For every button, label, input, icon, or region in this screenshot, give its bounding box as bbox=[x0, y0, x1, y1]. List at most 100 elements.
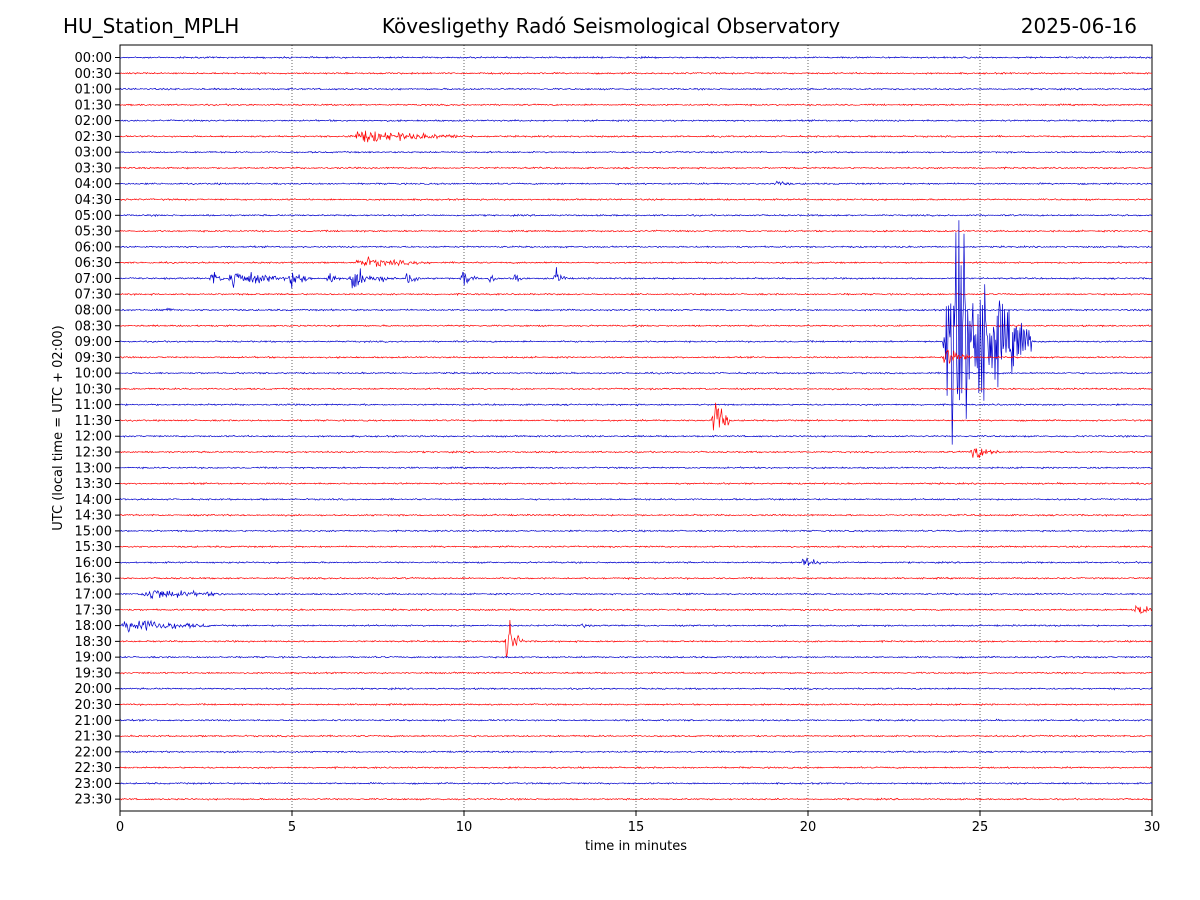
x-tick-label: 5 bbox=[288, 820, 296, 835]
trace-line bbox=[119, 513, 1153, 517]
x-axis-label: time in minutes bbox=[585, 839, 687, 854]
y-tick-label: 15:30 bbox=[75, 540, 112, 555]
y-tick-label: 12:00 bbox=[75, 430, 112, 445]
y-tick-label: 23:00 bbox=[75, 777, 112, 792]
y-tick-label: 12:30 bbox=[75, 446, 112, 461]
trace-line bbox=[120, 619, 1153, 658]
trace-line bbox=[119, 71, 1153, 75]
date-label: 2025-06-16 bbox=[1020, 14, 1137, 38]
x-tick-label: 10 bbox=[456, 820, 473, 835]
trace-line bbox=[119, 245, 1153, 249]
y-tick-label: 21:30 bbox=[75, 730, 112, 745]
trace-line bbox=[119, 481, 1153, 486]
y-tick-label: 09:30 bbox=[75, 351, 112, 366]
trace-line bbox=[119, 545, 1153, 549]
y-tick-label: 21:00 bbox=[75, 714, 112, 729]
y-tick-label: 22:00 bbox=[75, 745, 112, 760]
trace-line bbox=[119, 466, 1153, 470]
x-tick-label: 20 bbox=[800, 820, 817, 835]
y-axis-label: UTC (local time = UTC + 02:00) bbox=[51, 325, 66, 530]
trace-line bbox=[119, 150, 1153, 154]
y-tick-label: 15:00 bbox=[75, 524, 112, 539]
y-tick-label: 19:00 bbox=[75, 651, 112, 666]
y-tick-label: 14:30 bbox=[75, 509, 112, 524]
y-tick-label: 05:30 bbox=[75, 225, 112, 240]
y-tick-label: 01:00 bbox=[75, 83, 112, 98]
y-tick-label: 14:00 bbox=[75, 493, 112, 508]
y-tick-label: 06:30 bbox=[75, 256, 112, 271]
y-tick-label: 10:00 bbox=[75, 367, 112, 382]
trace-line bbox=[119, 434, 1153, 438]
y-tick-label: 13:00 bbox=[75, 461, 112, 476]
trace-line bbox=[119, 130, 1153, 143]
y-tick-label: 04:30 bbox=[75, 193, 112, 208]
y-tick-label: 13:30 bbox=[75, 477, 112, 492]
trace-line bbox=[119, 671, 1153, 675]
y-tick-label: 20:00 bbox=[75, 682, 112, 697]
y-tick-label: 05:00 bbox=[75, 209, 112, 224]
y-tick-label: 18:30 bbox=[75, 635, 112, 650]
trace-line bbox=[119, 765, 1153, 770]
trace-line bbox=[119, 349, 1153, 364]
trace-line bbox=[119, 797, 1153, 801]
x-axis-ticks: 0 5 10 15 20 25 30 bbox=[116, 811, 1160, 835]
trace-line bbox=[119, 655, 1153, 659]
y-tick-label: 07:30 bbox=[75, 288, 112, 303]
x-tick-label: 30 bbox=[1144, 820, 1161, 835]
y-tick-label: 01:30 bbox=[75, 98, 112, 113]
y-tick-label: 04:00 bbox=[75, 177, 112, 192]
trace-line bbox=[119, 166, 1153, 170]
trace-line bbox=[119, 197, 1153, 202]
y-tick-label: 08:30 bbox=[75, 319, 112, 334]
trace-line bbox=[119, 750, 1153, 754]
trace-line bbox=[119, 497, 1153, 501]
trace-line bbox=[119, 220, 1153, 445]
trace-line bbox=[119, 213, 1153, 217]
trace-line bbox=[119, 119, 1153, 123]
trace-line bbox=[119, 87, 1152, 91]
station-name: HU_Station_MPLH bbox=[63, 14, 240, 38]
trace-line bbox=[119, 619, 1153, 633]
trace-line bbox=[119, 256, 1153, 268]
trace-line bbox=[119, 718, 1153, 722]
y-tick-label: 00:00 bbox=[75, 51, 112, 66]
y-tick-label: 11:30 bbox=[75, 414, 112, 429]
trace-line bbox=[119, 103, 1153, 107]
y-tick-label: 23:30 bbox=[75, 793, 112, 808]
y-tick-label: 10:30 bbox=[75, 382, 112, 397]
trace-line bbox=[119, 557, 1153, 566]
y-axis-ticks: 00:0000:3001:0001:3002:0002:3003:0003:30… bbox=[75, 51, 120, 808]
trace-line bbox=[119, 267, 1153, 289]
y-tick-label: 02:30 bbox=[75, 130, 112, 145]
y-tick-label: 07:00 bbox=[75, 272, 112, 287]
y-tick-label: 18:00 bbox=[75, 619, 112, 634]
y-tick-label: 11:00 bbox=[75, 398, 112, 413]
trace-line bbox=[119, 702, 1153, 707]
y-tick-label: 06:00 bbox=[75, 240, 112, 255]
trace-line bbox=[119, 307, 1152, 312]
y-tick-label: 19:30 bbox=[75, 666, 112, 681]
trace-line bbox=[119, 448, 1153, 458]
trace-line bbox=[119, 180, 1153, 186]
y-tick-label: 16:00 bbox=[75, 556, 112, 571]
trace-line bbox=[119, 371, 1153, 375]
y-tick-label: 03:00 bbox=[75, 146, 112, 161]
grid-lines bbox=[291, 45, 981, 811]
trace-line bbox=[119, 387, 1153, 391]
trace-line bbox=[119, 229, 1153, 233]
y-tick-label: 08:00 bbox=[75, 303, 112, 318]
x-tick-label: 25 bbox=[972, 820, 989, 835]
trace-line bbox=[119, 687, 1153, 691]
seismic-traces bbox=[119, 55, 1153, 801]
trace-line bbox=[119, 589, 1153, 600]
y-tick-label: 22:30 bbox=[75, 761, 112, 776]
y-tick-label: 03:30 bbox=[75, 161, 112, 176]
y-tick-label: 09:00 bbox=[75, 335, 112, 350]
y-tick-label: 17:30 bbox=[75, 603, 112, 618]
trace-line bbox=[119, 529, 1153, 533]
y-tick-label: 16:30 bbox=[75, 572, 112, 587]
page-title: Kövesligethy Radó Seismological Observat… bbox=[381, 14, 841, 38]
trace-line bbox=[119, 604, 1153, 615]
trace-line bbox=[119, 403, 1153, 407]
